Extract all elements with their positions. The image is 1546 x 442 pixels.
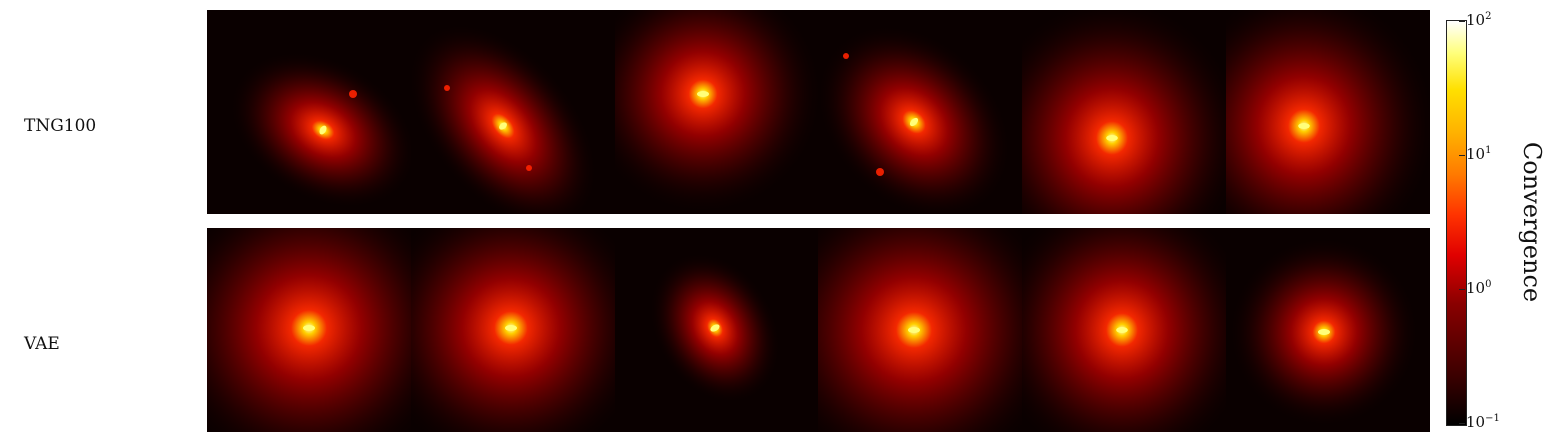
tng100-galaxy-1 — [207, 10, 411, 214]
galaxy-core — [910, 117, 919, 127]
galaxy-halo — [1022, 10, 1226, 214]
satellite-clump — [876, 168, 885, 176]
tng100-galaxy-3 — [614, 10, 819, 214]
galaxy-core — [1116, 327, 1128, 333]
galaxy-core — [1106, 135, 1118, 141]
colorbar-tickmark — [1459, 423, 1465, 424]
tng100-panel-5 — [1022, 10, 1226, 214]
galaxy-core — [498, 122, 507, 130]
tng100-galaxy-2 — [410, 10, 615, 214]
tng100-panel-6 — [1225, 10, 1430, 214]
colorbar-tickmark — [1459, 155, 1465, 156]
vae-galaxy-1 — [207, 228, 411, 432]
galaxy-core — [696, 91, 709, 97]
satellite-clump — [525, 165, 532, 171]
galaxy-core — [710, 324, 720, 332]
galaxy-core — [504, 325, 517, 331]
galaxy-core — [908, 327, 921, 333]
row-label-tng100: TNG100 — [24, 116, 97, 136]
vae-panel-4 — [818, 228, 1023, 432]
satellite-clump — [443, 85, 450, 91]
colorbar-tickmark — [1459, 289, 1465, 290]
vae-galaxy-2 — [410, 228, 615, 432]
vae-panel-5 — [1022, 228, 1226, 432]
vae-galaxy-4 — [818, 228, 1023, 432]
tng100-image-row — [207, 10, 1430, 214]
satellite-clump — [843, 53, 850, 59]
galaxy-halo — [614, 10, 819, 214]
tng100-galaxy-5 — [1022, 10, 1226, 214]
colorbar-tick-label: 101 — [1466, 145, 1492, 163]
galaxy-halo — [1225, 10, 1430, 214]
colorbar-title: Convergence — [1518, 141, 1546, 303]
colorbar-tick-label: 102 — [1466, 11, 1492, 29]
tng100-panel-3 — [614, 10, 819, 214]
colorbar-tick-label: 100 — [1466, 279, 1492, 297]
colorbar-tickmark — [1459, 21, 1465, 22]
colorbar — [1446, 20, 1467, 426]
vae-panel-3 — [614, 228, 819, 432]
vae-image-row — [207, 228, 1430, 432]
galaxy-core — [1317, 329, 1330, 335]
vae-galaxy-6 — [1225, 228, 1430, 432]
tng100-galaxy-4 — [818, 10, 1023, 214]
galaxy-core — [319, 125, 327, 135]
galaxy-core — [1298, 123, 1310, 129]
vae-galaxy-5 — [1022, 228, 1226, 432]
tng100-panel-2 — [410, 10, 615, 214]
tng100-panel-4 — [818, 10, 1023, 214]
row-label-vae: VAE — [24, 334, 60, 354]
satellite-clump — [349, 90, 357, 98]
tng100-panel-1 — [207, 10, 411, 214]
galaxy-core — [303, 325, 315, 331]
colorbar-tick-label: 10−1 — [1466, 413, 1500, 431]
vae-panel-6 — [1225, 228, 1430, 432]
vae-galaxy-3 — [614, 228, 819, 432]
vae-panel-1 — [207, 228, 411, 432]
vae-panel-2 — [410, 228, 615, 432]
tng100-galaxy-6 — [1225, 10, 1430, 214]
